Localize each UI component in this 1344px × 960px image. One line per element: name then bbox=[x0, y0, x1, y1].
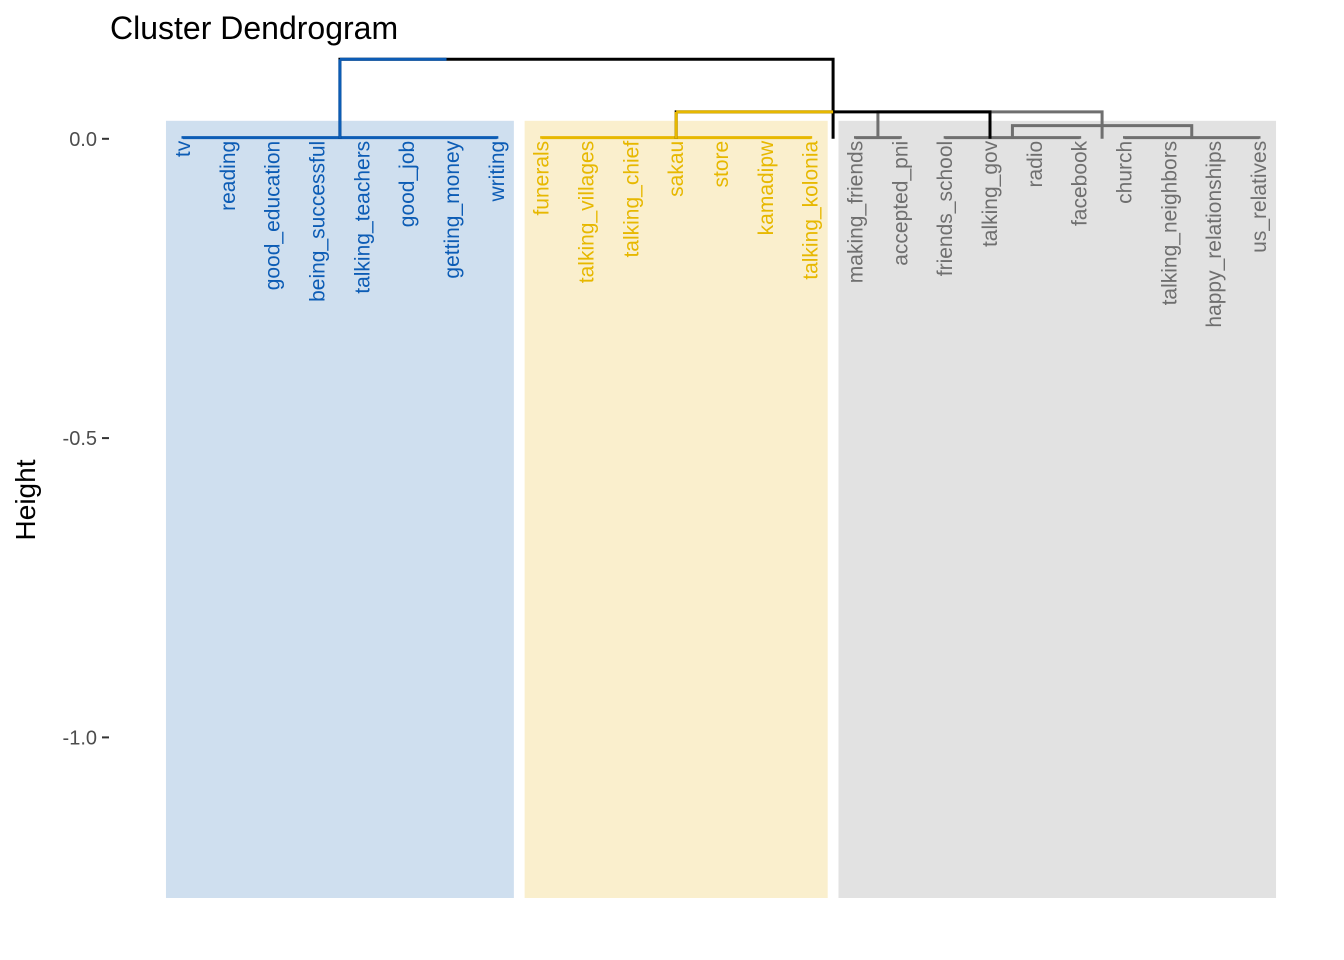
y-tick-label: 0.0 bbox=[69, 129, 97, 151]
y-axis-title: Height bbox=[10, 459, 41, 540]
cluster-rect-1 bbox=[165, 120, 514, 899]
mid-left-link bbox=[674, 110, 834, 139]
leaf-label-tv: tv bbox=[172, 140, 195, 157]
leaf-label-talking-kolonia: talking_kolonia bbox=[800, 140, 823, 279]
leaf-label-good-education: good_education bbox=[262, 141, 285, 290]
leaf-label-talking-neighbors: talking_neighbors bbox=[1158, 141, 1181, 306]
leaf-label-happy-relationships: happy_relationships bbox=[1203, 141, 1226, 328]
leaf-label-reading: reading bbox=[217, 141, 240, 211]
leaf-label-making-friends: making_friends bbox=[845, 141, 868, 283]
y-tick-label: -1.0 bbox=[63, 727, 97, 749]
leaf-label-radio: radio bbox=[1024, 141, 1047, 188]
leaf-label-kamadipw: kamadipw bbox=[755, 140, 778, 235]
leaf-labels: tv reading good_education being_successful t… bbox=[172, 140, 1271, 328]
leaf-label-talking-gov: talking_gov bbox=[979, 140, 1002, 247]
leaf-label-writing: writing bbox=[486, 141, 509, 203]
leaf-label-talking-teachers: talking_teachers bbox=[351, 141, 374, 294]
leaf-label-church: church bbox=[1114, 141, 1137, 204]
leaf-label-facebook: facebook bbox=[1069, 140, 1092, 226]
cluster-rectangles bbox=[165, 120, 1277, 899]
y-tick-label: -0.5 bbox=[63, 428, 97, 450]
leaf-label-sakau: sakau bbox=[665, 141, 688, 197]
chart-title: Cluster Dendrogram bbox=[110, 10, 398, 46]
leaf-label-getting-money: getting_money bbox=[441, 140, 464, 278]
leaf-label-being-successful: being_successful bbox=[307, 141, 330, 302]
leaf-label-good-job: good_job bbox=[396, 141, 419, 227]
leaf-label-talking-villages: talking_villages bbox=[576, 141, 599, 283]
y-axis: 0.0 -0.5 -1.0 bbox=[63, 129, 109, 749]
leaf-label-friends-school: friends_school bbox=[934, 141, 957, 276]
leaf-label-talking-chief: talking_chief bbox=[620, 141, 643, 258]
cluster-rect-2 bbox=[524, 120, 828, 899]
cluster-rect-3 bbox=[838, 120, 1277, 899]
leaf-label-store: store bbox=[710, 141, 733, 188]
leaf-label-accepted-pni: accepted_pni bbox=[889, 141, 912, 266]
leaf-label-funerals: funerals bbox=[531, 141, 554, 216]
leaf-label-us-relatives: us_relatives bbox=[1248, 141, 1271, 253]
dendrogram-branches bbox=[181, 57, 1261, 140]
